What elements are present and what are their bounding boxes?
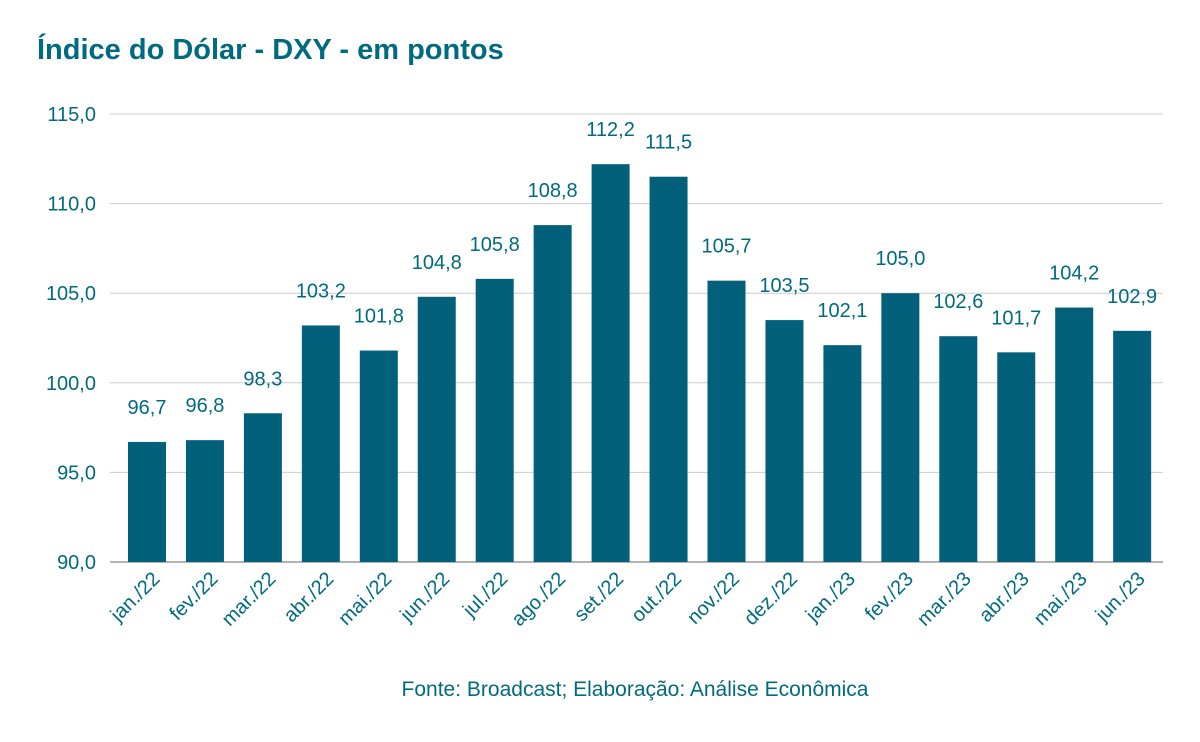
bar: [128, 441, 166, 562]
data-label: 105,7: [701, 236, 751, 258]
y-axis: 90,0 95,0 100,0 105,0 110,0 115,0: [46, 104, 96, 574]
y-tick-label: 95,0: [57, 462, 96, 484]
bar: [765, 320, 804, 562]
data-label: 98,3: [243, 368, 282, 390]
data-label: 102,6: [933, 291, 983, 313]
source-note: Fonte: Broadcast; Elaboração: Análise Ec…: [401, 678, 869, 701]
x-tick-label: fev./23: [861, 568, 918, 625]
x-tick-label: abr./22: [280, 568, 339, 627]
x-tick-label: out./22: [627, 568, 686, 627]
bar: [649, 176, 688, 562]
x-tick-label: mai./22: [334, 568, 396, 630]
x-tick-label: jun./22: [396, 568, 455, 627]
bar: [881, 293, 920, 562]
data-label: 105,0: [875, 248, 925, 270]
data-label: 103,2: [296, 280, 346, 302]
bar: [359, 350, 398, 562]
bars: [128, 164, 1152, 562]
data-labels: 96,7 96,8 98,3 103,2 101,8 104,8 105,8 108,8 112…: [128, 119, 1158, 419]
gridlines: [110, 113, 1163, 563]
data-label: 111,5: [645, 132, 692, 154]
bar: [533, 225, 572, 562]
x-tick-label: nov./22: [683, 568, 744, 629]
y-tick-label: 115,0: [47, 104, 96, 126]
data-label: 104,8: [412, 252, 462, 274]
x-tick-label: fev./22: [166, 568, 223, 625]
x-tick-label: abr./23: [975, 568, 1034, 627]
bar: [997, 352, 1036, 562]
bar: [939, 336, 978, 562]
bar: [1055, 307, 1094, 562]
bar: [1113, 330, 1152, 562]
data-label: 108,8: [528, 180, 578, 202]
data-label: 103,5: [759, 275, 809, 297]
data-label: 105,8: [470, 234, 520, 256]
bar: [823, 345, 862, 562]
x-tick-label: dez./22: [740, 568, 802, 630]
x-tick-label: mar./23: [913, 568, 976, 631]
x-tick-label: mar./22: [218, 568, 281, 631]
x-tick-label: ago./22: [507, 568, 570, 631]
x-tick-label: jul./22: [458, 568, 512, 622]
x-tick-label: jan./22: [106, 568, 165, 627]
data-label: 101,7: [991, 307, 1041, 329]
data-label: 112,2: [586, 119, 635, 141]
bar: [591, 164, 630, 562]
y-tick-label: 110,0: [47, 194, 96, 216]
bar: [243, 413, 282, 562]
x-tick-label: set./22: [570, 568, 628, 626]
data-label: 104,2: [1049, 263, 1099, 285]
x-tick-label: jan./23: [801, 568, 860, 627]
bar: [707, 280, 746, 562]
bar: [301, 325, 340, 562]
chart-title: Índice do Dólar - DXY - em pontos: [37, 34, 504, 66]
bar: [475, 278, 514, 562]
y-tick-label: 100,0: [46, 373, 96, 395]
y-tick-label: 105,0: [46, 283, 96, 305]
data-label: 96,7: [128, 397, 167, 419]
data-label: 102,1: [817, 300, 867, 322]
bar: [417, 296, 456, 562]
data-label: 102,9: [1107, 286, 1157, 308]
bar: [185, 440, 224, 562]
x-tick-label: jun./23: [1091, 568, 1150, 627]
y-tick-label: 90,0: [57, 552, 96, 574]
data-label: 96,8: [185, 395, 224, 417]
data-label: 101,8: [354, 306, 404, 328]
x-tick-label: mai./23: [1030, 568, 1092, 630]
